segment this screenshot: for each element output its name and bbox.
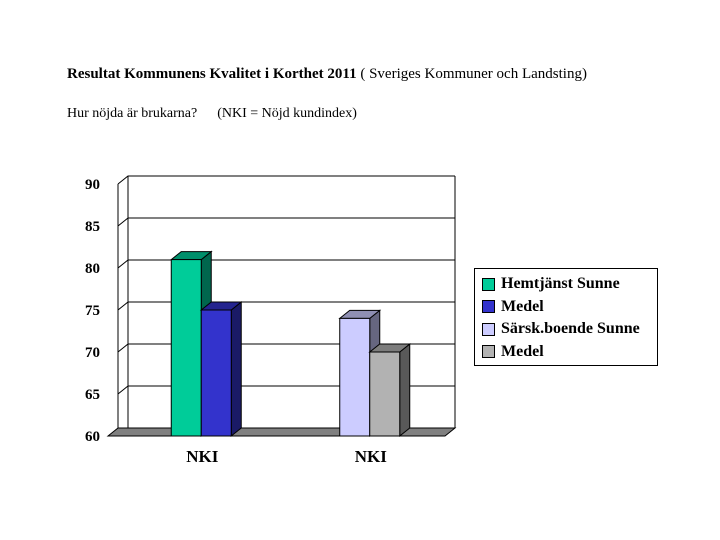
nki-note: (NKI = Nöjd kundindex) [217,106,357,121]
chart-legend: Hemtjänst Sunne Medel Särsk.boende Sunne Me… [474,268,658,366]
y-tick-label: 75 [85,303,100,319]
question-text: Hur nöjda är brukarna? [67,106,198,121]
legend-swatch [482,277,495,291]
bar [368,342,412,438]
legend-label: Medel [501,342,544,360]
bar-side [230,300,242,438]
x-category-label: NKI [186,447,219,466]
legend-swatch [482,345,495,359]
legend-label: Medel [501,297,544,315]
y-tick-label: 65 [85,387,100,403]
legend-item: Medel [482,341,657,364]
bar [199,300,243,438]
y-tick-label: 80 [85,261,100,277]
y-tick-label: 60 [85,429,100,445]
chart-title: Resultat Kommunens Kvalitet i Korthet 20… [67,66,587,83]
bar-front [200,309,232,437]
chart-subtitle: Hur nöjda är brukarna? (NKI = Nöjd kundin… [67,106,357,122]
chart-title-main: Resultat Kommunens Kvalitet i Korthet 20… [67,66,357,82]
bar-front [170,259,202,437]
legend-label: Särsk.boende Sunne [501,320,640,338]
bar-front [339,317,371,437]
x-category-label: NKI [355,447,388,466]
legend-item: Särsk.boende Sunne [482,318,657,341]
y-tick-label: 70 [85,345,100,361]
legend-item: Medel [482,296,657,319]
bar-front [369,351,401,437]
legend-swatch [482,300,495,314]
legend-swatch [482,322,495,336]
bar-side [399,342,411,438]
legend-label: Hemtjänst Sunne [501,275,620,293]
y-tick-label: 90 [85,177,100,193]
y-tick-label: 85 [85,219,100,235]
chart-title-source: ( Sveriges Kommuner och Landsting) [360,66,587,82]
bar [169,250,213,438]
legend-item: Hemtjänst Sunne [482,273,657,296]
